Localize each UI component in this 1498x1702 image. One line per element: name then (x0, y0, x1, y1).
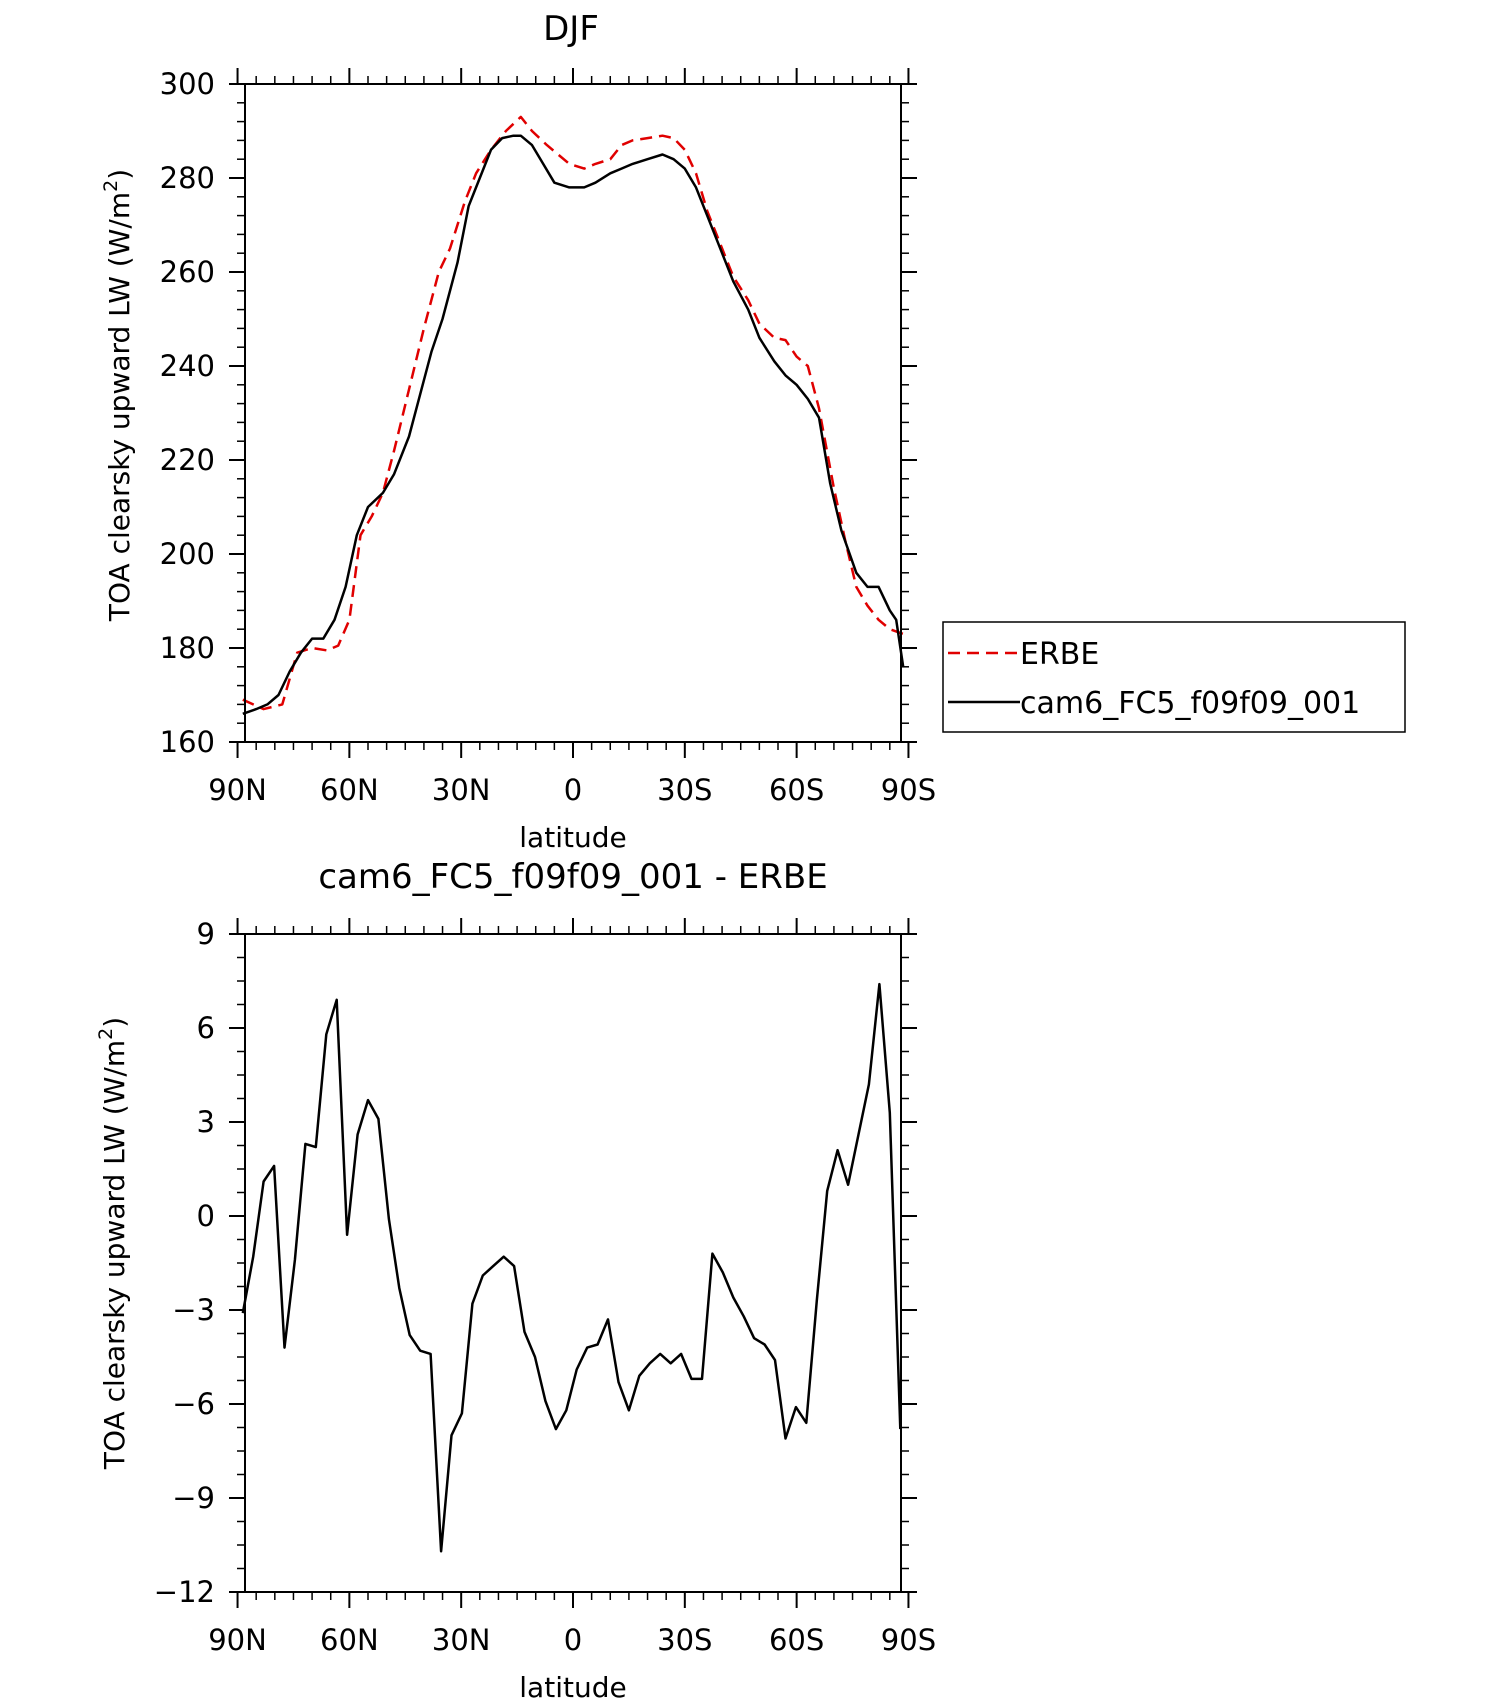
bottom-x-tick-label: 60N (320, 1623, 379, 1657)
legend-erbe-label: ERBE (1020, 637, 1099, 672)
top-x-tick-label: 60N (320, 773, 379, 807)
bottom-plot-frame (244, 933, 902, 1593)
top-series (242, 115, 905, 715)
bottom-y-label-close: ) (98, 1017, 131, 1028)
bottom-series-line-cam6-fc5-f09f09-001-erbe (241, 982, 902, 1553)
top-x-tick-label: 30S (657, 773, 712, 807)
bottom-y-label-sup: 2 (95, 1028, 117, 1040)
bottom-y-axis-label: TOA clearsky upward LW (W/m2) (95, 1017, 131, 1470)
bottom-y-tick-label: −12 (154, 1575, 215, 1609)
top-series-line-cam6-fc5-f09f09-001 (242, 134, 905, 715)
bottom-y-tick-label: 0 (197, 1199, 215, 1233)
bottom-x-tick-label: 90N (208, 1623, 267, 1657)
top-y-tick-label: 240 (160, 349, 215, 383)
top-y-label-main: TOA clearsky upward LW (W/m (103, 192, 136, 622)
bottom-chart-title: cam6_FC5_f09f09_001 - ERBE (318, 857, 827, 897)
top-ticks: 160 180 200 220 240 260 280 300 90N 60N 30N 0 30S 60S… (160, 67, 936, 807)
top-x-tick-label: 30N (432, 773, 491, 807)
bottom-y-tick-label: −9 (172, 1481, 215, 1515)
bottom-x-tick-label: 60S (769, 1623, 824, 1657)
top-y-tick-label: 260 (160, 255, 215, 289)
bottom-x-tick-label: 90S (881, 1623, 936, 1657)
top-y-tick-label: 180 (160, 631, 215, 665)
top-x-axis-label: latitude (519, 821, 626, 854)
top-x-tick-label: 90S (881, 773, 936, 807)
bottom-panel: cam6_FC5_f09f09_001 - ERBE TOA clearsky … (95, 857, 936, 1702)
top-x-tick-label: 90N (208, 773, 267, 807)
legend-box (942, 621, 1406, 733)
bottom-y-tick-label: −6 (172, 1387, 215, 1421)
bottom-ticks: −12 −9 −6 −3 0 3 6 9 90N 60N 30N 0 30S 60S 90S (154, 917, 936, 1657)
bottom-x-axis-label: latitude (519, 1671, 626, 1702)
top-series-line-erbe (242, 115, 904, 711)
top-panel: DJF TOA clearsky upward LW (W/m2) 160 180… (100, 9, 936, 854)
top-chart-title: DJF (543, 9, 599, 49)
bottom-y-tick-label: −3 (172, 1293, 215, 1327)
bottom-series (241, 982, 902, 1553)
top-x-tick-label: 60S (769, 773, 824, 807)
top-y-tick-label: 200 (160, 537, 215, 571)
legend-cam6-label: cam6_FC5_f09f09_001 (1020, 686, 1360, 721)
bottom-y-tick-label: 9 (197, 917, 215, 951)
bottom-x-tick-label: 30S (657, 1623, 712, 1657)
top-y-tick-label: 160 (160, 725, 215, 759)
top-y-tick-label: 220 (160, 443, 215, 477)
top-plot-frame (244, 83, 902, 743)
top-x-tick-label: 0 (564, 773, 582, 807)
legend: ERBE cam6_FC5_f09f09_001 (942, 621, 1406, 733)
bottom-y-label-main: TOA clearsky upward LW (W/m (98, 1040, 131, 1470)
top-y-label-sup: 2 (100, 180, 122, 192)
top-y-axis-label: TOA clearsky upward LW (W/m2) (100, 169, 136, 622)
bottom-y-tick-label: 3 (197, 1105, 215, 1139)
bottom-x-tick-label: 0 (564, 1623, 582, 1657)
bottom-x-tick-label: 30N (432, 1623, 491, 1657)
top-y-label-close: ) (103, 169, 136, 180)
bottom-y-tick-label: 6 (197, 1011, 215, 1045)
top-y-tick-label: 300 (160, 67, 215, 101)
top-y-tick-label: 280 (160, 161, 215, 195)
